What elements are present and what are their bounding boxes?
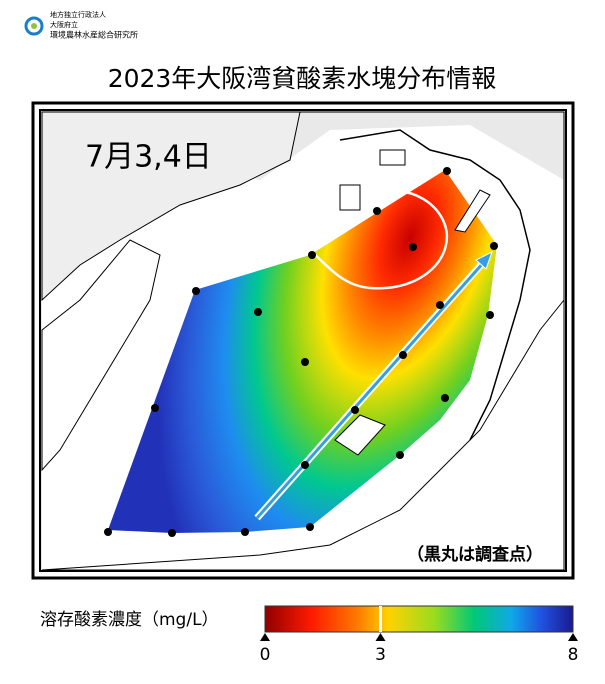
station <box>254 308 262 316</box>
tick-label: 3 <box>375 645 386 665</box>
station <box>301 461 309 469</box>
tick-mark <box>375 633 386 641</box>
coastline <box>41 111 565 571</box>
org-line: 環境農林水産総合研究所 <box>50 30 138 40</box>
station <box>399 351 407 359</box>
station <box>490 242 498 250</box>
contour <box>299 190 448 290</box>
map <box>39 109 567 572</box>
station <box>192 287 200 295</box>
station <box>351 406 359 414</box>
org-line: 地方独立行政法人 <box>50 10 106 19</box>
port <box>379 149 406 166</box>
island <box>334 414 386 456</box>
station <box>486 311 494 319</box>
station <box>443 167 451 175</box>
station <box>396 451 404 459</box>
title: 2023年大阪湾貧酸素水塊分布情報 <box>108 64 497 93</box>
station <box>241 528 249 536</box>
station <box>104 528 112 536</box>
colorbar-ticks: 0 3 8 <box>260 606 579 665</box>
pier <box>454 189 491 233</box>
land <box>41 111 301 302</box>
oxygen-field <box>108 170 497 533</box>
station <box>441 394 449 402</box>
legend-label: 溶存酸素濃度（mg/L） <box>40 610 219 630</box>
date: 7月3,4日 <box>85 140 212 175</box>
logo <box>24 16 44 36</box>
station <box>301 358 309 366</box>
transect <box>255 261 486 519</box>
station <box>409 243 417 251</box>
station <box>306 523 314 531</box>
transect-head <box>475 250 493 270</box>
station <box>373 207 381 215</box>
station <box>168 529 176 537</box>
station <box>151 404 159 412</box>
port <box>339 184 361 211</box>
island <box>41 239 161 472</box>
tick-label: 0 <box>260 645 271 665</box>
station <box>308 251 316 259</box>
tick-mark <box>260 633 270 641</box>
tick-mark <box>568 633 578 641</box>
org-line: 大阪府立 <box>50 20 78 29</box>
coastline <box>339 129 531 441</box>
colorbar <box>264 605 574 633</box>
note: （黒丸は調査点） <box>407 544 543 565</box>
station <box>436 301 444 309</box>
tick-label: 8 <box>568 645 579 665</box>
